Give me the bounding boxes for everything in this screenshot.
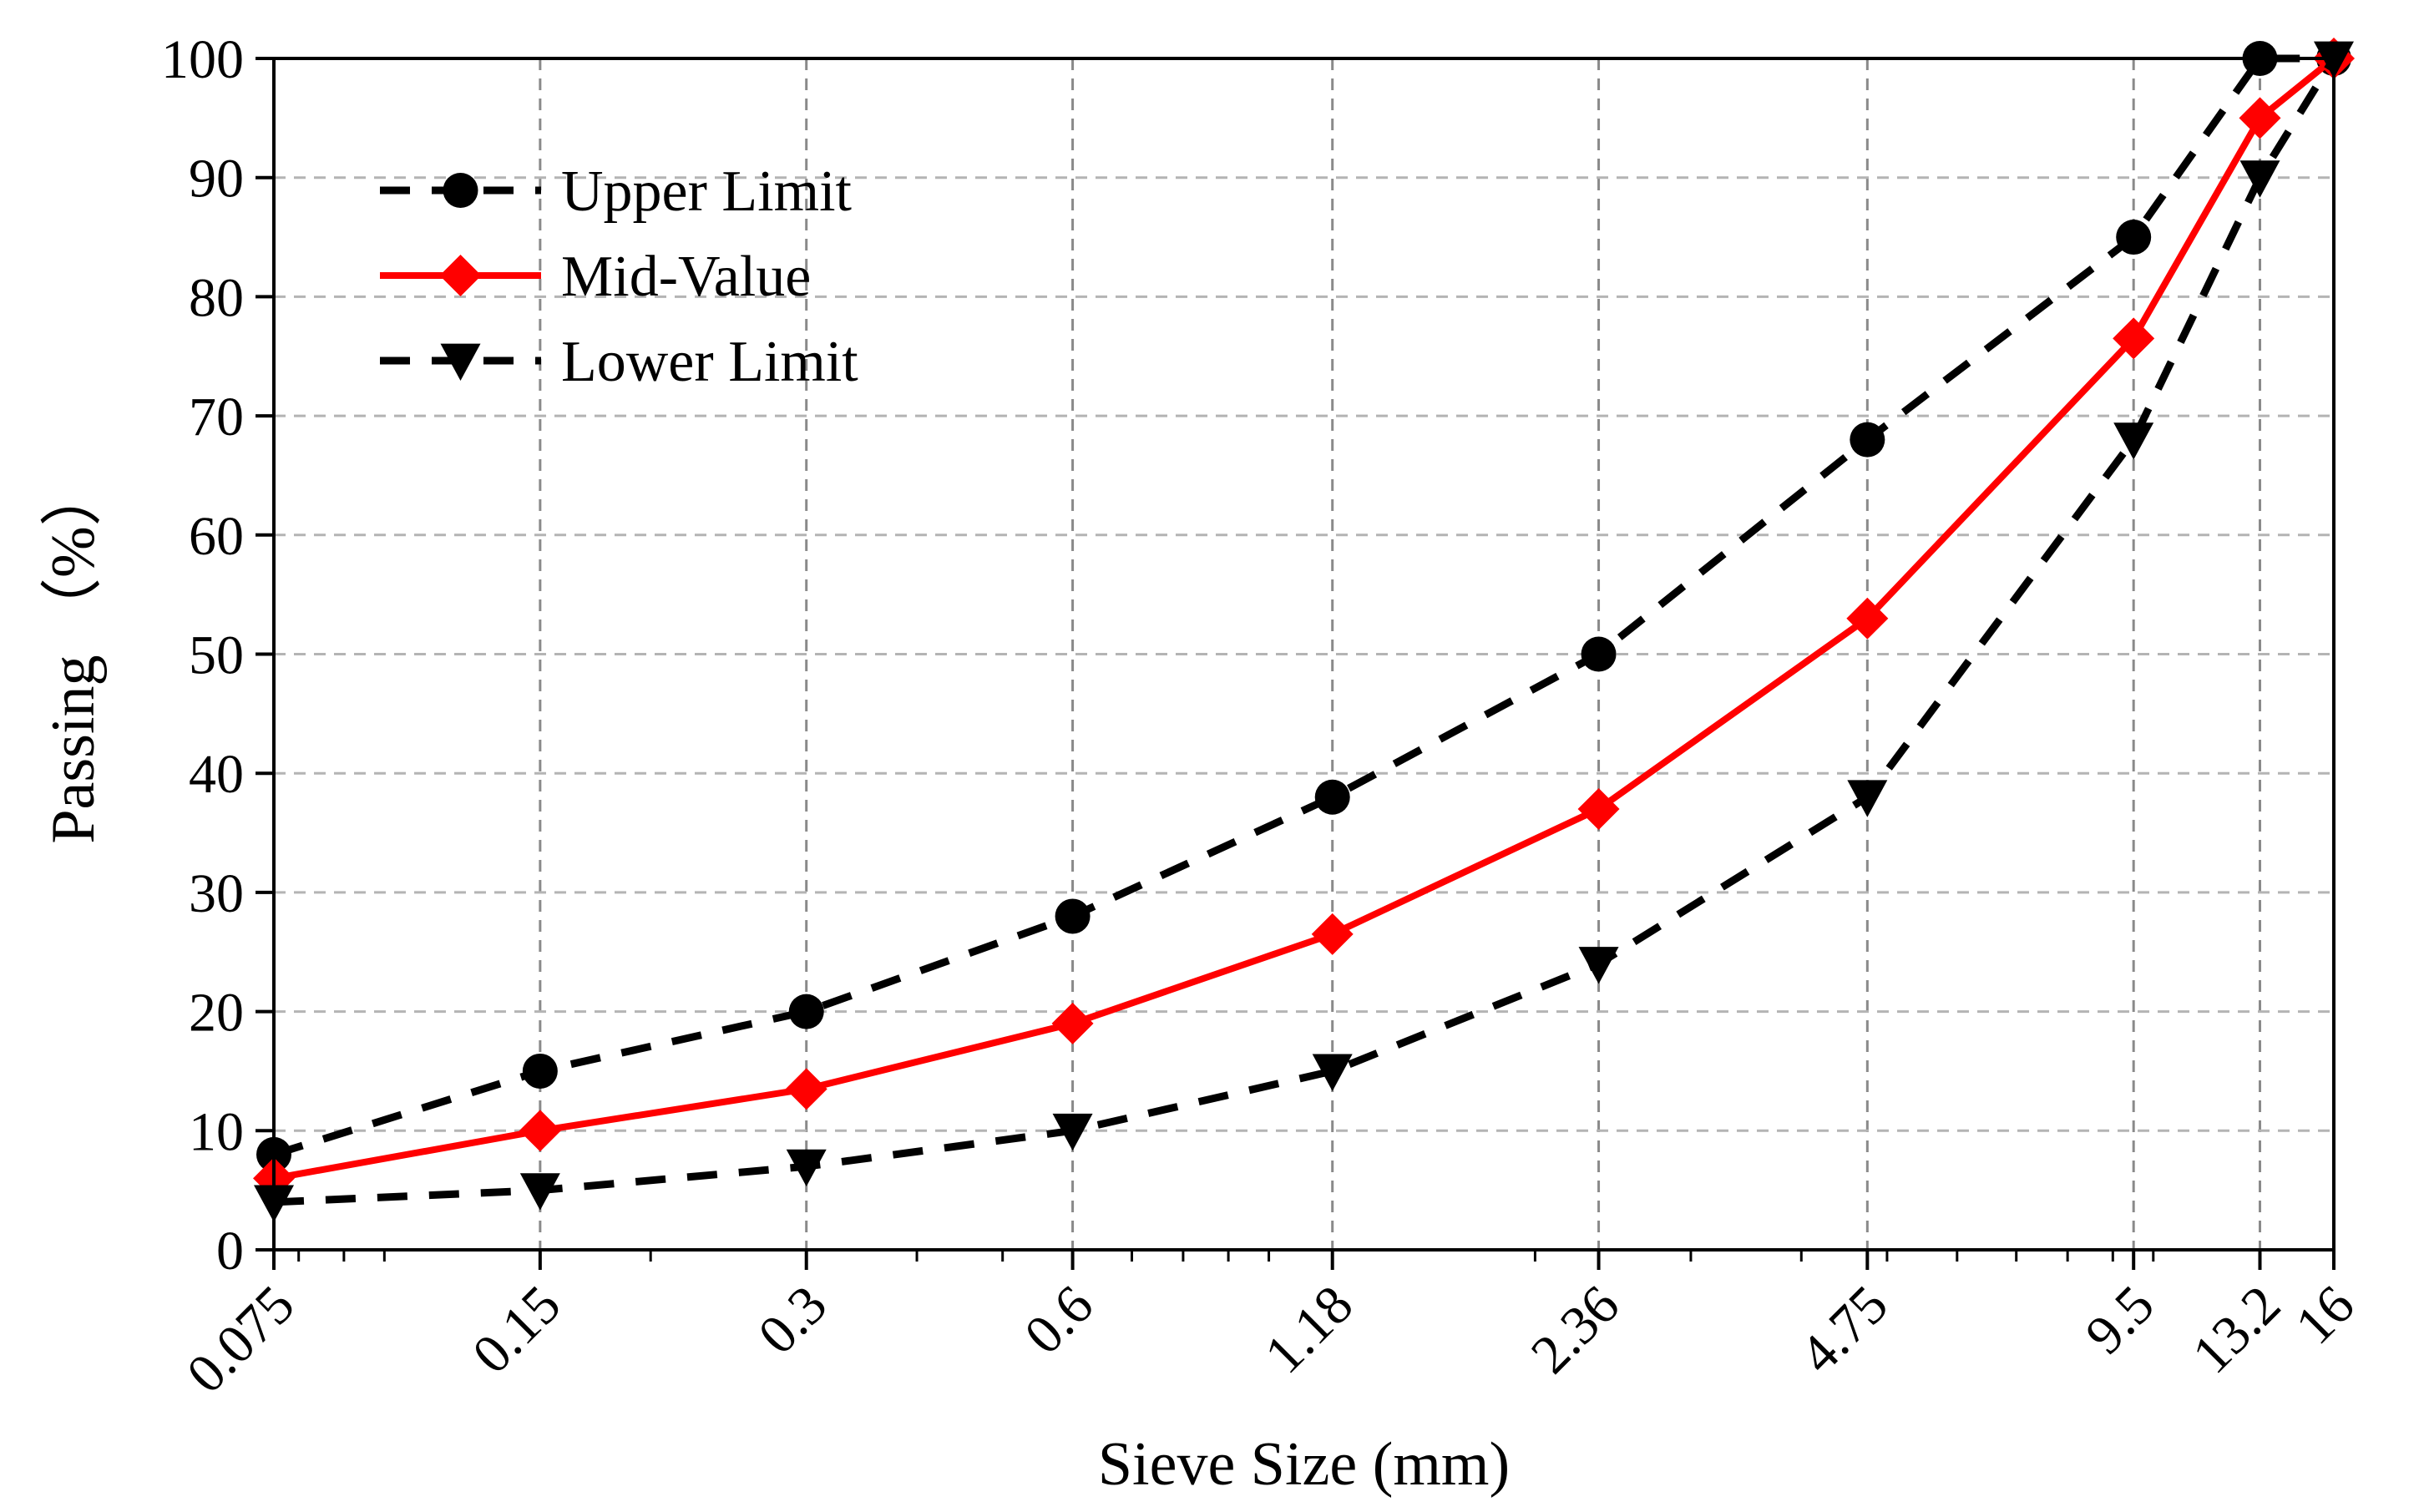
data-point — [1850, 422, 1885, 458]
y-tick-label: 90 — [189, 149, 244, 210]
y-axis-title: Passing （%） — [39, 464, 108, 843]
y-tick-label: 10 — [189, 1101, 244, 1162]
y-tick-label: 100 — [161, 29, 244, 90]
data-point — [1847, 780, 1888, 817]
legend-label: Lower Limit — [561, 330, 858, 394]
series-lower-limit — [254, 41, 2354, 1222]
x-tick-label: 16 — [2284, 1274, 2366, 1356]
y-tick-label: 70 — [189, 387, 244, 448]
data-point — [2239, 160, 2280, 198]
y-tick-label: 20 — [189, 983, 244, 1044]
data-point — [786, 1149, 827, 1187]
data-point — [522, 1053, 558, 1089]
data-point — [2239, 97, 2281, 139]
data-point — [1312, 1054, 1353, 1091]
x-axis-title: Sieve Size (mm) — [1098, 1430, 1510, 1499]
data-point — [2113, 422, 2154, 460]
minor-ticks — [297, 1250, 2155, 1262]
y-tick-label: 30 — [189, 863, 244, 924]
data-point — [1314, 779, 1350, 815]
data-point — [519, 1110, 561, 1152]
series-line — [272, 54, 2334, 1159]
y-axis-ticks: 0 10 20 30 40 50 60 70 80 90 100 — [161, 29, 274, 1282]
series-line — [273, 55, 2336, 1182]
legend-label: Mid-Value — [561, 245, 811, 309]
data-point — [788, 994, 824, 1029]
legend-marker — [439, 255, 482, 296]
y-tick-label: 50 — [189, 625, 244, 686]
x-tick-label: 9.5 — [2074, 1274, 2166, 1366]
data-point — [1846, 597, 1889, 640]
series-line — [273, 56, 2337, 1206]
data-point — [1051, 1002, 1094, 1044]
legend-marker — [440, 343, 481, 381]
x-axis-ticks: 0.075 0.15 0.3 0.6 1.18 2.36 4.75 9.5 13.216 — [175, 1250, 2366, 1405]
y-tick-label: 0 — [216, 1221, 244, 1282]
grid — [274, 58, 2334, 1250]
x-tick-label: 0.075 — [175, 1274, 306, 1405]
data-point — [1052, 1113, 1093, 1151]
x-tick-label: 4.75 — [1789, 1274, 1900, 1385]
x-tick-label: 2.36 — [1520, 1274, 1631, 1385]
y-tick-label: 60 — [189, 506, 244, 567]
data-point — [1055, 898, 1091, 934]
data-point — [1581, 636, 1617, 672]
x-tick-label: 1.18 — [1253, 1274, 1364, 1385]
data-point — [1577, 788, 1620, 831]
x-tick-label: 0.15 — [461, 1274, 572, 1385]
data-point — [1578, 947, 1619, 984]
data-point — [2116, 220, 2152, 255]
data-point — [519, 1173, 560, 1211]
x-tick-label: 0.6 — [1013, 1274, 1105, 1366]
legend: Upper Limit Mid-Value Lower Limit — [380, 159, 858, 394]
data-point — [2113, 317, 2155, 360]
y-tick-label: 40 — [189, 744, 244, 805]
legend-marker — [443, 173, 478, 208]
series-group — [253, 38, 2355, 1222]
x-tick-label: 13.2 — [2181, 1274, 2292, 1385]
data-point — [1311, 913, 1354, 955]
legend-label: Upper Limit — [561, 159, 853, 224]
data-point — [785, 1068, 827, 1110]
x-tick-label: 0.3 — [746, 1274, 838, 1366]
y-tick-label: 80 — [189, 267, 244, 328]
